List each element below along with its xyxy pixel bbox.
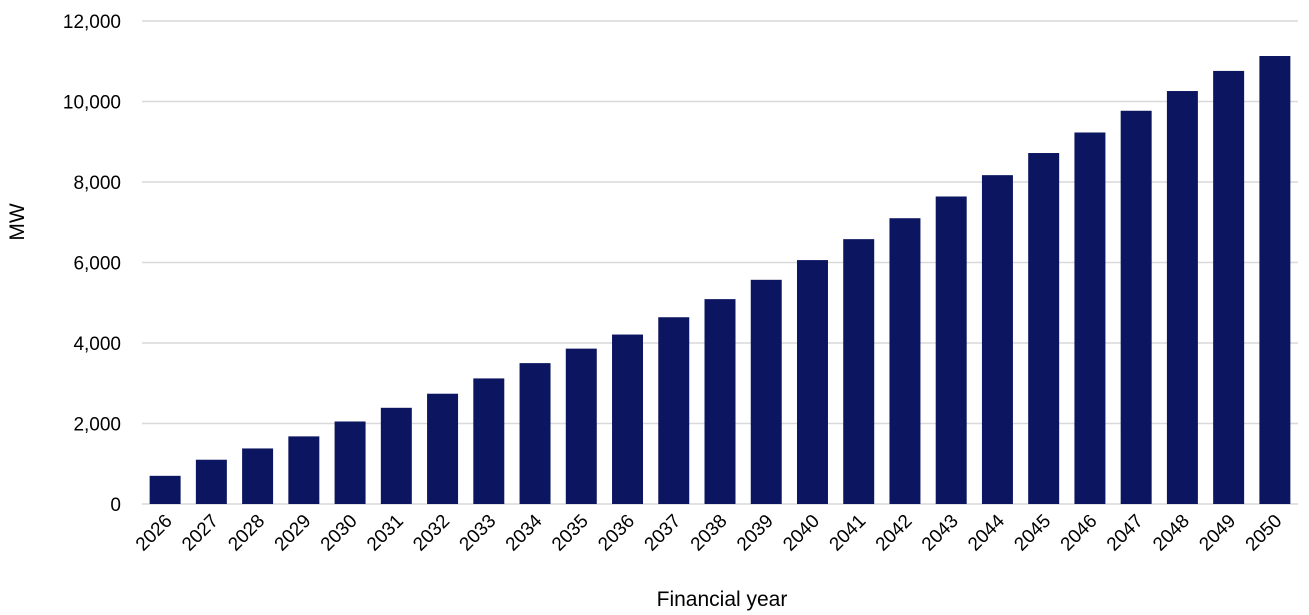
x-axis-title: Financial year — [657, 588, 788, 611]
bar-2033 — [473, 378, 505, 504]
y-axis-title: MW — [6, 203, 29, 240]
bar-2046 — [1074, 132, 1106, 504]
y-tick-label: 6,000 — [73, 254, 121, 275]
x-tick-label: 2043 — [918, 511, 963, 556]
x-tick-label: 2032 — [409, 511, 454, 556]
y-tick-label: 8,000 — [73, 173, 121, 194]
x-tick-label: 2029 — [271, 511, 316, 556]
bar-2041 — [843, 239, 875, 504]
y-tick-label: 2,000 — [73, 415, 121, 436]
x-tick-label: 2042 — [872, 511, 917, 556]
x-tick-label: 2049 — [1195, 511, 1240, 556]
y-axis-tick-labels: 0 2,000 4,000 6,000 8,000 10,000 12,000 — [63, 12, 121, 516]
x-tick-label: 2047 — [1103, 511, 1148, 556]
x-tick-label: 2036 — [594, 511, 639, 556]
x-tick-label: 2031 — [363, 511, 408, 556]
x-tick-label: 2039 — [733, 511, 778, 556]
bar-2042 — [889, 218, 921, 504]
y-tick-label: 4,000 — [73, 334, 121, 355]
x-tick-label: 2030 — [317, 511, 362, 556]
bar-2039 — [750, 279, 782, 504]
bar-2032 — [427, 393, 459, 504]
x-tick-label: 2050 — [1242, 511, 1287, 556]
x-tick-label: 2045 — [1010, 511, 1055, 556]
bar-2028 — [242, 448, 274, 504]
bar-2031 — [380, 407, 412, 504]
x-tick-label: 2044 — [964, 510, 1009, 555]
x-tick-label: 2028 — [224, 511, 269, 556]
bar-2047 — [1120, 110, 1152, 504]
bar-2035 — [565, 348, 597, 504]
x-tick-label: 2048 — [1149, 511, 1194, 556]
bar-2050 — [1259, 56, 1291, 505]
bar-2027 — [195, 459, 227, 504]
bar-2048 — [1166, 91, 1198, 504]
bar-2036 — [612, 334, 644, 504]
x-axis-tick-labels: 2026 2027 2028 2029 2030 2031 2032 2033 2034 2035… — [132, 510, 1287, 555]
bar-2045 — [1028, 153, 1060, 504]
bar-2044 — [981, 175, 1013, 504]
bar-2029 — [288, 436, 320, 504]
bar-2038 — [704, 299, 736, 504]
x-tick-label: 2034 — [502, 510, 547, 555]
x-tick-label: 2041 — [826, 511, 871, 556]
x-tick-label: 2040 — [779, 511, 824, 556]
x-tick-label: 2027 — [178, 511, 223, 556]
bar-2049 — [1213, 70, 1245, 504]
x-tick-label: 2026 — [132, 511, 177, 556]
bar-series — [149, 56, 1291, 505]
bar-2030 — [334, 421, 366, 504]
bar-2043 — [935, 196, 967, 505]
y-tick-label: 0 — [110, 495, 121, 516]
y-tick-label: 12,000 — [63, 12, 121, 33]
x-tick-label: 2038 — [687, 511, 732, 556]
x-tick-label: 2037 — [641, 511, 686, 556]
x-tick-label: 2033 — [456, 511, 501, 556]
bar-2026 — [149, 475, 181, 504]
bar-2040 — [796, 260, 828, 504]
x-tick-label: 2035 — [548, 511, 593, 556]
bar-2037 — [658, 317, 690, 504]
x-tick-label: 2046 — [1057, 511, 1102, 556]
y-tick-label: 10,000 — [63, 93, 121, 114]
bar-2034 — [519, 363, 551, 504]
